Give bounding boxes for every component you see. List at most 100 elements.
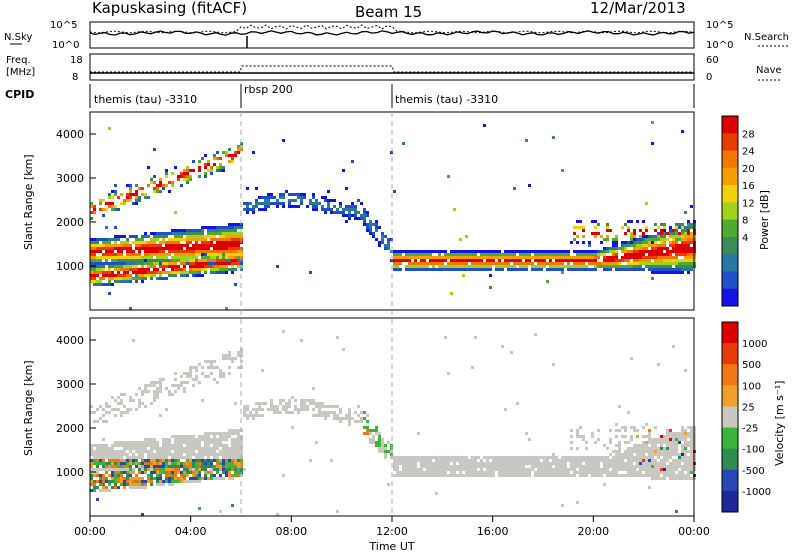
heatmap-cell: [120, 202, 123, 205]
heatmap-cell: [642, 262, 645, 265]
heatmap-cell: [660, 250, 663, 253]
heatmap-cell: [207, 160, 210, 163]
heatmap-cell: [651, 438, 654, 441]
heatmap-cell: [465, 253, 468, 256]
heatmap-cell: [201, 244, 204, 247]
heatmap-cell: [324, 405, 327, 408]
heatmap-cell: [198, 453, 201, 456]
heatmap-cell: [138, 253, 141, 256]
heatmap-cell: [303, 405, 306, 408]
heatmap-cell: [207, 250, 210, 253]
heatmap-cell: [558, 462, 561, 465]
heatmap-cell: [645, 235, 648, 238]
heatmap-cell: [99, 456, 102, 459]
heatmap-cell: [177, 235, 180, 238]
heatmap-cell: [174, 256, 177, 259]
heatmap-cell: [225, 229, 228, 232]
heatmap-cell: [495, 459, 498, 462]
heatmap-cell: [213, 477, 216, 480]
nsky-series: [89, 30, 695, 36]
heatmap-cell: [177, 450, 180, 453]
heatmap-cell: [528, 468, 531, 471]
colorbar-swatch: [722, 254, 738, 272]
heatmap-cell: [648, 465, 651, 468]
heatmap-cell: [111, 277, 114, 280]
heatmap-cell: [111, 196, 114, 199]
heatmap-cell: [402, 471, 405, 474]
heatmap-cell: [684, 232, 687, 235]
heatmap-cell: [411, 474, 414, 477]
heatmap-cell: [417, 250, 420, 253]
heatmap-cell: [96, 408, 99, 411]
heatmap-cell: [234, 402, 237, 405]
heatmap-cell: [384, 247, 387, 250]
heatmap-cell: [102, 483, 105, 486]
heatmap-cell: [639, 444, 642, 447]
heatmap-cell: [126, 268, 129, 271]
heatmap-cell: [651, 241, 654, 244]
heatmap-cell: [207, 226, 210, 229]
heatmap-cell: [129, 274, 132, 277]
heatmap-cell: [687, 426, 690, 429]
heatmap-cell: [243, 468, 246, 471]
heatmap-cell: [153, 238, 156, 241]
heatmap-cell: [690, 477, 693, 480]
heatmap-cell: [519, 265, 522, 268]
heatmap-cell: [171, 471, 174, 474]
heatmap-cell: [177, 384, 180, 387]
heatmap-cell: [141, 390, 144, 393]
heatmap-cell: [618, 429, 621, 432]
heatmap-cell: [675, 474, 678, 477]
heatmap-cell: [483, 465, 486, 468]
heatmap-cell: [627, 256, 630, 259]
heatmap-cell: [582, 435, 585, 438]
x-tick-label: 12:00: [376, 525, 408, 538]
heatmap-cell: [621, 435, 624, 438]
heatmap-cell: [393, 465, 396, 468]
heatmap-cell: [498, 262, 501, 265]
heatmap-cell: [156, 483, 159, 486]
heatmap-cell: [105, 247, 108, 250]
heatmap-cell: [141, 271, 144, 274]
heatmap-cell: [660, 247, 663, 250]
heatmap-cell: [141, 486, 144, 489]
heatmap-cell: [678, 235, 681, 238]
heatmap-cell: [159, 262, 162, 265]
heatmap-cell: [642, 441, 645, 444]
heatmap-cell: [162, 468, 165, 471]
heatmap-cell: [567, 268, 570, 271]
heatmap-cell: [129, 187, 132, 190]
heatmap-cell: [528, 462, 531, 465]
heatmap-cell: [138, 441, 141, 444]
heatmap-cell: [174, 259, 177, 262]
heatmap-cell: [690, 226, 693, 229]
heatmap-cell: [663, 465, 666, 468]
heatmap-cell: [666, 247, 669, 250]
heatmap-cell: [144, 405, 147, 408]
heatmap-cell: [126, 238, 129, 241]
heatmap-cell: [102, 262, 105, 265]
heatmap-cell: [159, 241, 162, 244]
heatmap-cell: [240, 235, 243, 238]
heatmap-cell: [102, 462, 105, 465]
heatmap-cell: [630, 235, 633, 238]
heatmap-cell: [234, 259, 237, 262]
heatmap-cell: [603, 253, 606, 256]
heatmap-cell: [114, 456, 117, 459]
heatmap-cell: [660, 459, 663, 462]
heatmap-cell: [222, 250, 225, 253]
heatmap-cell: [471, 471, 474, 474]
heatmap-cell: [369, 232, 372, 235]
heatmap-cell: [678, 453, 681, 456]
heatmap-cell: [195, 238, 198, 241]
heatmap-cell: [228, 268, 231, 271]
heatmap-cell: [159, 378, 162, 381]
heatmap-cell: [519, 259, 522, 262]
heatmap-cell: [684, 259, 687, 262]
heatmap-cell: [684, 456, 687, 459]
heatmap-cell: [438, 465, 441, 468]
heatmap-cell: [396, 250, 399, 253]
heatmap-cell: [144, 247, 147, 250]
heatmap-cell: [171, 465, 174, 468]
heatmap-cell: [306, 205, 309, 208]
